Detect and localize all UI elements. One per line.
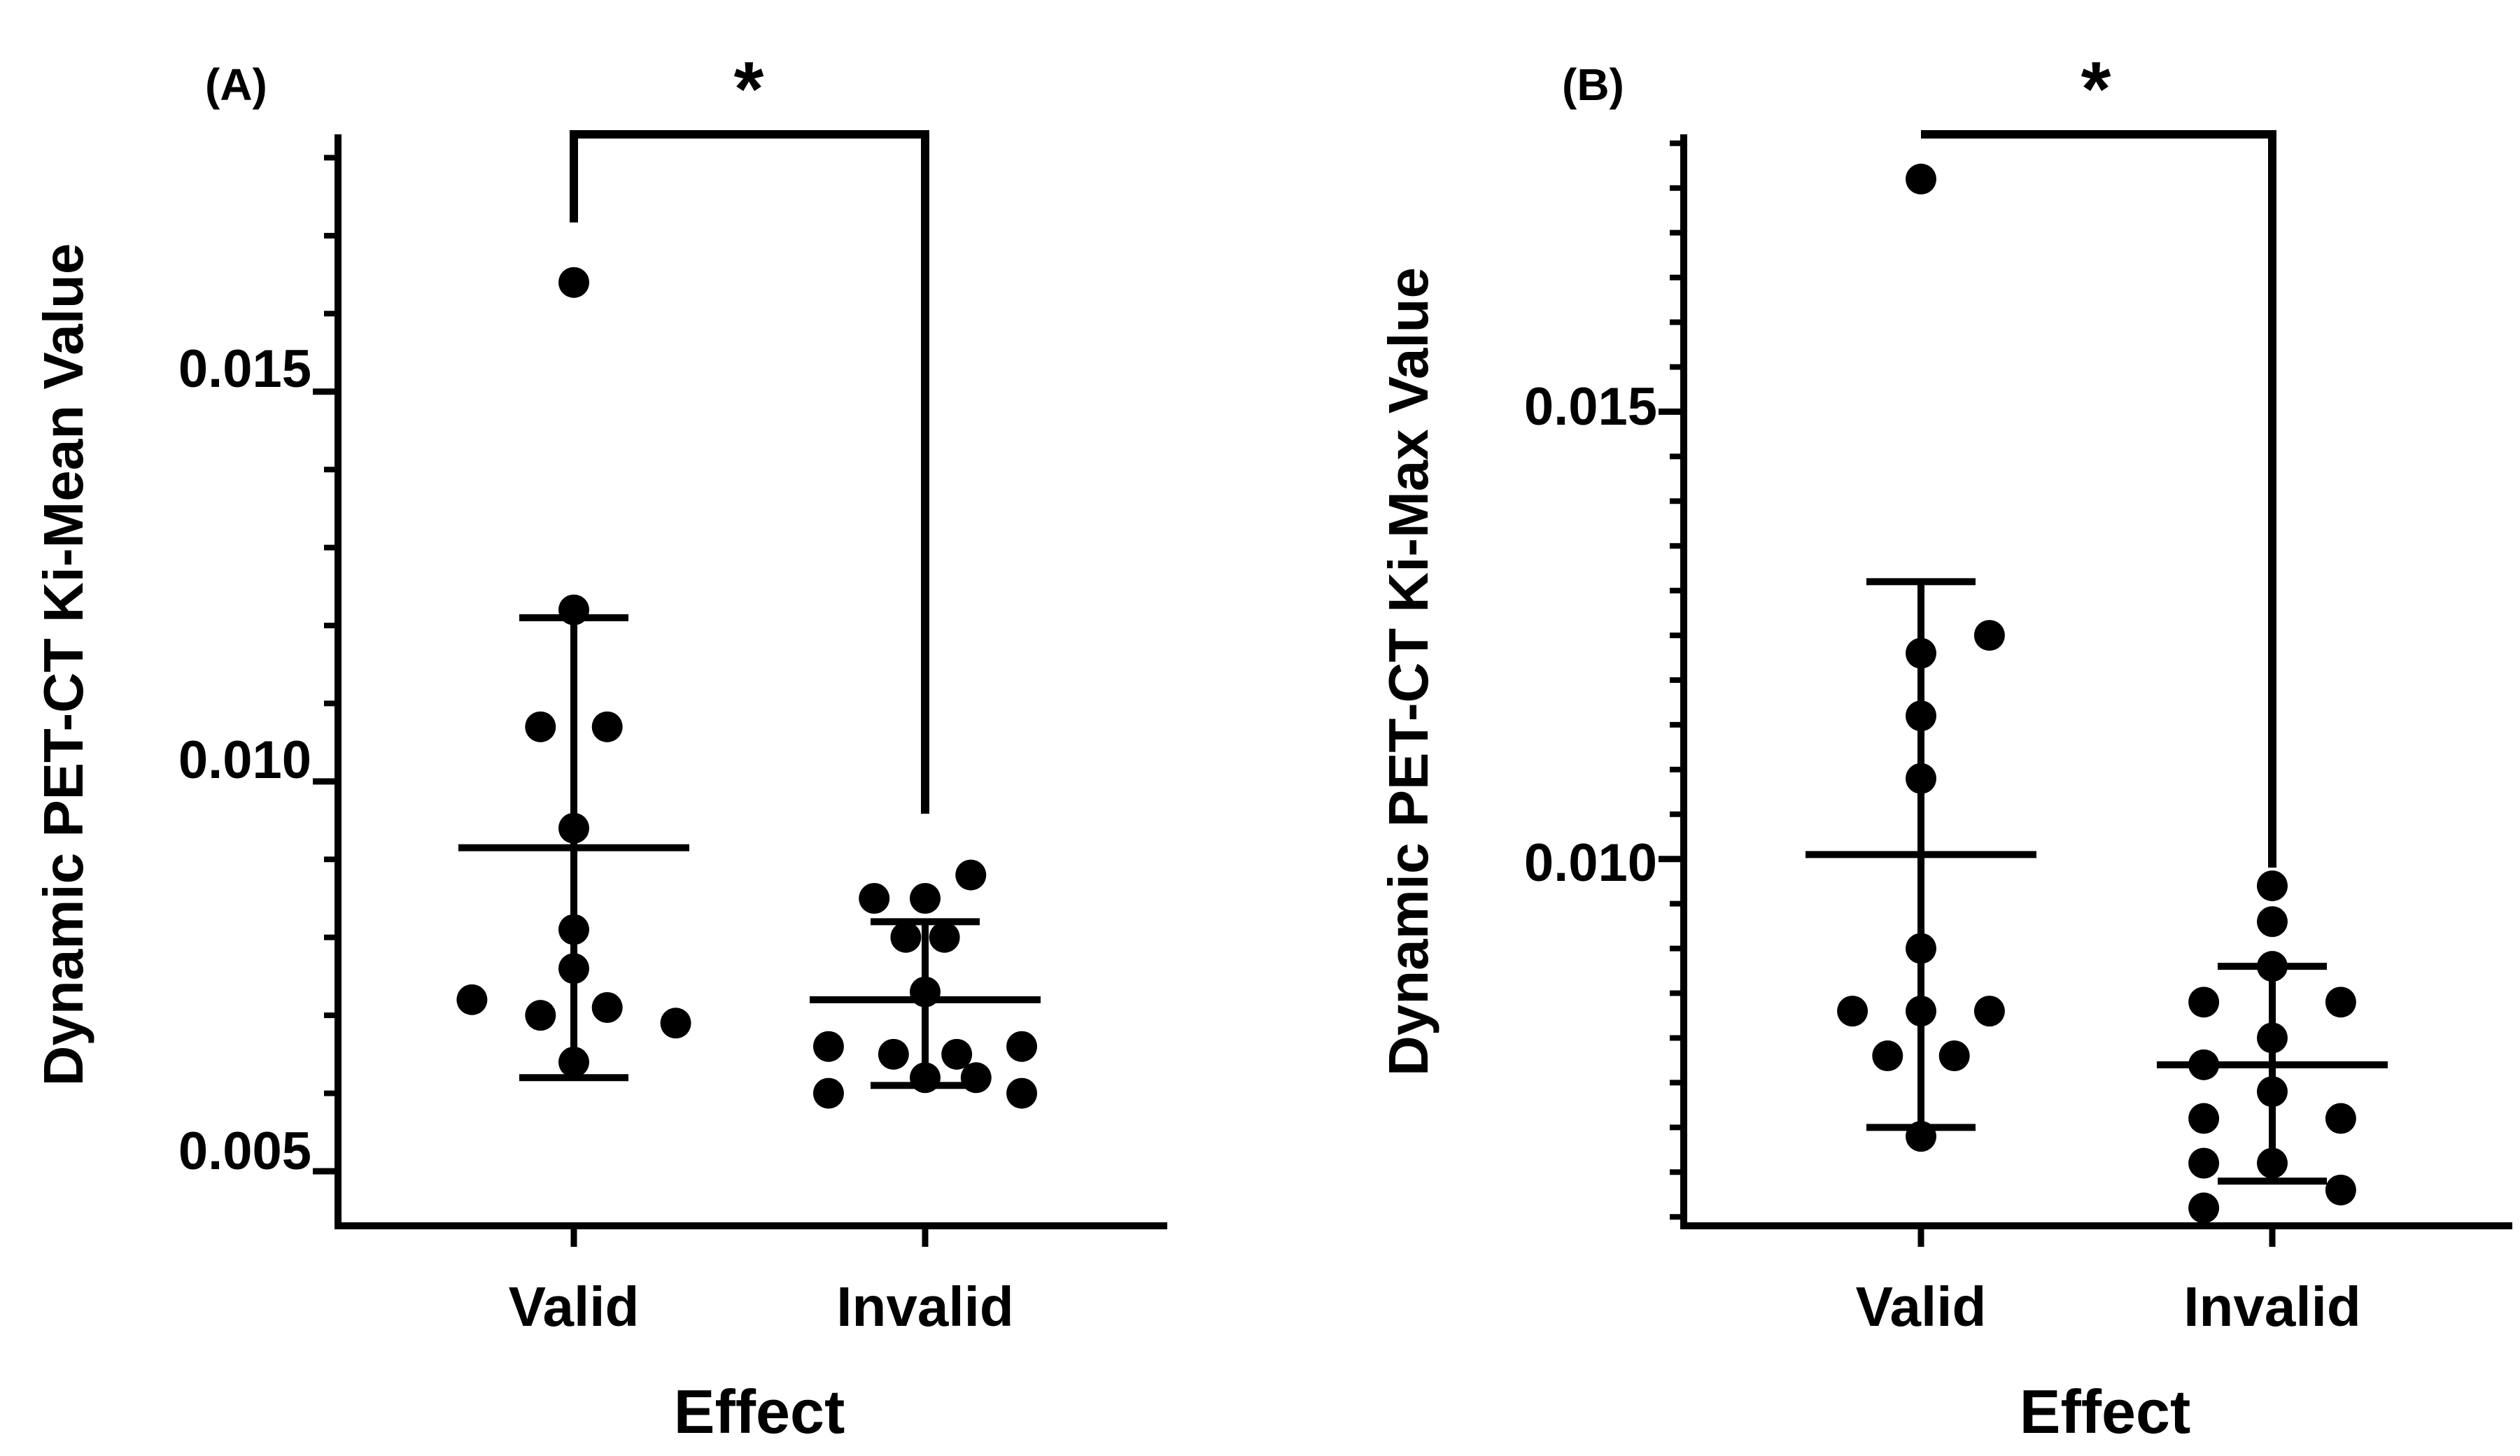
data-point-invalid (812, 1031, 844, 1062)
data-point-invalid (2188, 1147, 2220, 1179)
data-point-invalid (2325, 1103, 2356, 1134)
data-point-valid (1973, 996, 2005, 1027)
data-point-valid (456, 984, 488, 1015)
data-point-invalid (2325, 1174, 2356, 1206)
y-tick-label: 0.005 (178, 1122, 311, 1181)
data-point-invalid (2188, 1103, 2220, 1134)
significance-star: * (2081, 46, 2111, 132)
data-point-invalid (2257, 1147, 2288, 1179)
data-point-invalid (910, 1062, 941, 1094)
data-point-valid (1938, 1040, 1970, 1072)
data-point-valid (1906, 700, 1936, 732)
data-point-valid (1906, 1121, 1936, 1152)
data-point-invalid (2257, 1022, 2288, 1054)
plot-marks (1659, 130, 2512, 1247)
panel-label: (A) (205, 59, 267, 110)
panel-a: (A) Dynamic PET-CT Ki-Mean Value Effect … (32, 46, 1167, 1446)
data-point-invalid (2325, 987, 2356, 1018)
data-point-valid (558, 953, 589, 984)
data-point-valid (558, 914, 589, 945)
data-point-invalid (1006, 1031, 1038, 1062)
category-label-valid: Valid (509, 1275, 640, 1338)
significance-bracket (1921, 130, 2276, 868)
data-point-invalid (2257, 906, 2288, 938)
y-tick-label: 0.015 (1524, 377, 1657, 437)
category-label-invalid: Invalid (836, 1275, 1013, 1338)
data-point-invalid (859, 883, 890, 914)
data-point-valid (558, 267, 589, 298)
panel-b: (B) Dynamic PET-CT Ki-Max Value Effect V… (1377, 46, 2512, 1446)
data-point-valid (1973, 620, 2005, 651)
panel-label: (B) (1562, 59, 1624, 110)
data-point-invalid (941, 1038, 973, 1070)
data-point-invalid (2257, 951, 2288, 982)
data-point-invalid (890, 921, 922, 953)
data-point-valid (525, 711, 556, 742)
data-point-invalid (960, 1062, 992, 1094)
significance-bracket (570, 130, 929, 814)
data-point-valid (558, 1047, 589, 1077)
data-point-valid (1906, 763, 1936, 794)
data-point-invalid (2188, 987, 2220, 1018)
data-point-invalid (2257, 870, 2288, 902)
data-point-valid (558, 812, 589, 844)
data-point-valid (525, 1000, 556, 1031)
data-point-valid (1906, 637, 1936, 669)
category-label-invalid: Invalid (2183, 1275, 2360, 1338)
data-point-valid (660, 1008, 691, 1039)
y-tick-label: 0.010 (1524, 833, 1657, 893)
data-point-invalid (812, 1077, 844, 1109)
y-tick-label: 0.015 (178, 339, 311, 399)
data-point-invalid (2257, 1076, 2288, 1108)
data-point-valid (558, 594, 589, 625)
x-axis-label: Effect (2020, 1377, 2191, 1446)
y-axis-label: Dynamic PET-CT Ki-Max Value (1377, 267, 1440, 1076)
x-axis-label: Effect (674, 1377, 845, 1446)
category-label-valid: Valid (1856, 1275, 1987, 1338)
data-point-invalid (878, 1038, 909, 1070)
data-point-invalid (1006, 1077, 1038, 1109)
data-point-valid (591, 711, 623, 742)
data-point-invalid (2188, 1192, 2220, 1224)
significance-star: * (734, 46, 764, 132)
y-axis-label: Dynamic PET-CT Ki-Mean Value (32, 243, 94, 1087)
data-point-invalid (955, 859, 987, 891)
data-point-valid (1906, 163, 1936, 195)
data-point-invalid (910, 976, 941, 1008)
data-point-invalid (910, 883, 941, 914)
data-point-valid (591, 992, 623, 1023)
y-tick-label: 0.010 (178, 730, 311, 790)
plot-marks (313, 130, 1167, 1247)
data-point-invalid (2188, 1049, 2220, 1080)
data-point-invalid (929, 921, 960, 953)
data-point-valid (1906, 933, 1936, 964)
data-point-valid (1872, 1040, 1903, 1072)
data-point-valid (1906, 996, 1936, 1027)
data-point-valid (1837, 996, 1868, 1027)
